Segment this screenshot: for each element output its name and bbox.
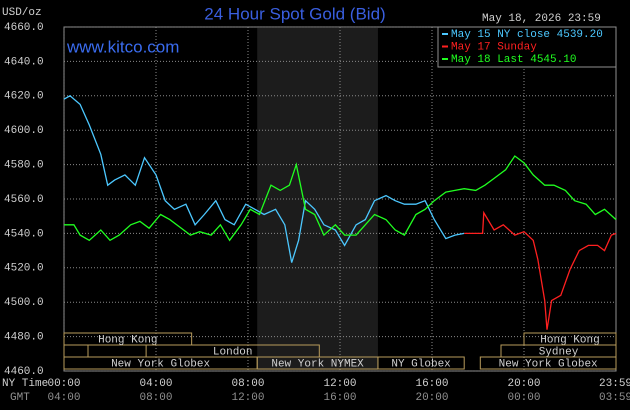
- session-label: Sydney: [539, 346, 579, 358]
- x2-tick-label: 04:00: [47, 392, 80, 404]
- series-line: [64, 155, 617, 242]
- session-label: New York NYMEX: [271, 358, 364, 370]
- x-tick-label: 20:00: [507, 378, 540, 390]
- x2-tick-label: 20:00: [415, 392, 448, 404]
- y-tick-label: 4540.0: [4, 228, 44, 240]
- x2-tick-label: 00:00: [507, 392, 540, 404]
- y-tick-label: 4460.0: [4, 366, 44, 378]
- x-tick-label: 12:00: [323, 378, 356, 390]
- legend-label: May 15 NY close 4539.20: [451, 29, 603, 41]
- y-tick-label: 4580.0: [4, 160, 44, 172]
- x2-tick-label: 16:00: [323, 392, 356, 404]
- session-box: [63, 332, 193, 346]
- y-tick-label: 4620.0: [4, 91, 44, 103]
- y-tick-label: 4660.0: [4, 22, 44, 34]
- legend-label: May 18 Last 4545.10: [451, 54, 576, 66]
- session-label: Hong Kong: [98, 334, 157, 346]
- y-tick-label: 4500.0: [4, 297, 44, 309]
- session-label: New York Globex: [111, 358, 210, 370]
- session-label: New York Globex: [499, 358, 598, 370]
- x-axis-label: NY Time: [2, 378, 48, 390]
- legend-label: May 17 Sunday: [451, 41, 537, 53]
- x2-axis-label: GMT: [10, 392, 30, 404]
- site-label: www.kitco.com: [66, 37, 179, 56]
- line-layer: [63, 95, 617, 330]
- session-box: [479, 356, 617, 370]
- y-tick-label: 4560.0: [4, 194, 44, 206]
- timestamp: May 18, 2026 23:59: [482, 13, 601, 25]
- series-line: [464, 210, 617, 330]
- x2-tick-label: 08:00: [139, 392, 172, 404]
- x-tick-label: 00:00: [47, 378, 80, 390]
- x-tick-label: 23:59: [599, 378, 630, 390]
- legend-box: [437, 26, 617, 68]
- x2-tick-label: 03:59: [599, 392, 630, 404]
- x2-tick-label: 12:00: [231, 392, 264, 404]
- shade-layer: [257, 28, 378, 370]
- y-unit: USD/oz: [2, 7, 42, 19]
- x-tick-label: 16:00: [415, 378, 448, 390]
- y-tick-label: 4600.0: [4, 125, 44, 137]
- session-shade: [257, 28, 378, 370]
- y-tick-label: 4480.0: [4, 332, 44, 344]
- session-label: London: [213, 346, 253, 358]
- chart-title: 24 Hour Spot Gold (Bid): [204, 4, 385, 23]
- series-line: [63, 95, 465, 263]
- session-label: Hong Kong: [540, 334, 599, 346]
- session-label: NY Globex: [391, 358, 451, 370]
- session-box: [377, 356, 465, 370]
- y-tick-label: 4640.0: [4, 56, 44, 68]
- x-tick-label: 08:00: [231, 378, 264, 390]
- y-tick-label: 4520.0: [4, 263, 44, 275]
- x-tick-label: 04:00: [139, 378, 172, 390]
